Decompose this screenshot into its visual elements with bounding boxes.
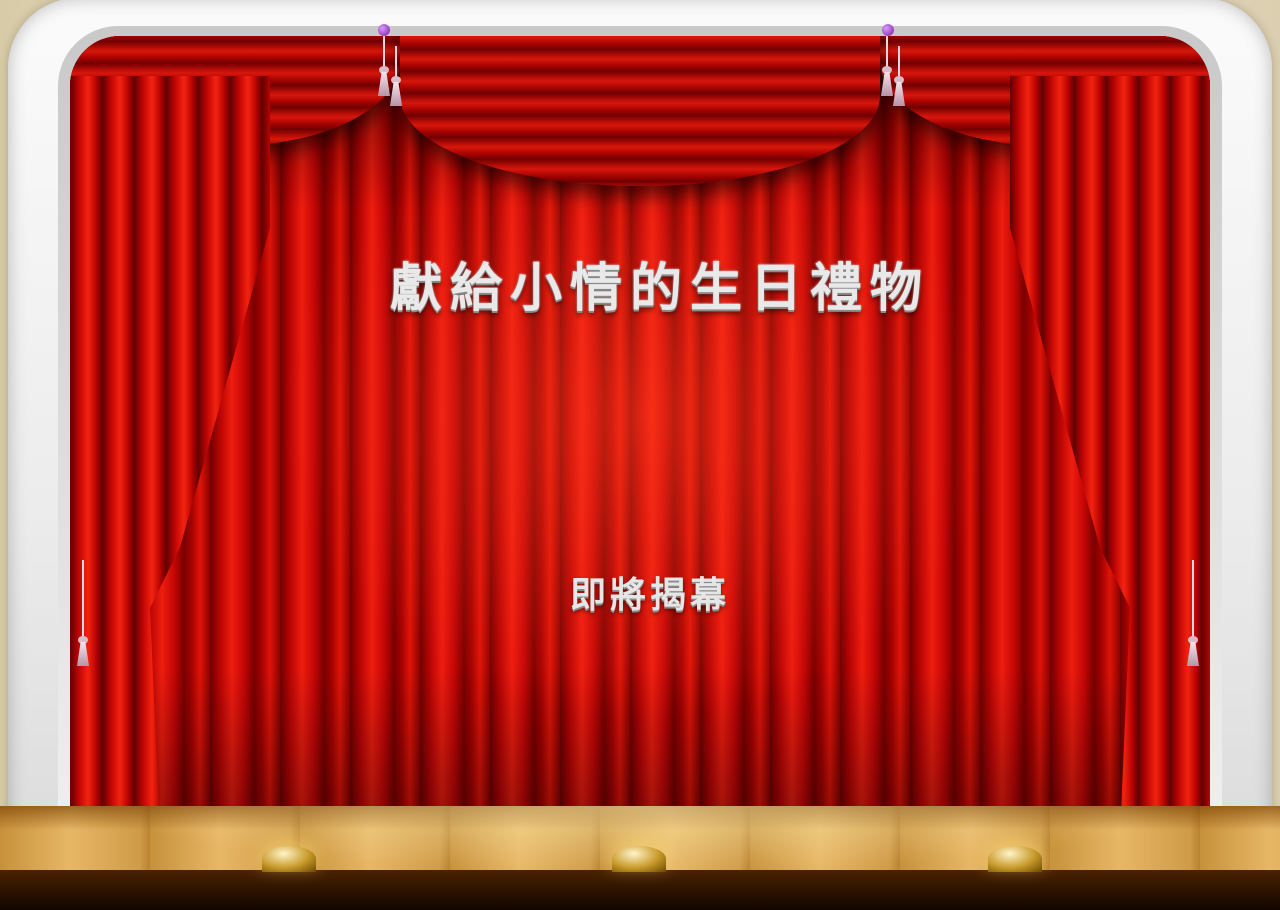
valance-center — [400, 36, 880, 186]
finial-icon — [882, 24, 894, 36]
tassel-icon — [892, 46, 906, 106]
stage-opening — [70, 36, 1210, 826]
footlight-icon — [988, 846, 1042, 872]
tieback-tassel-right-icon — [1186, 560, 1200, 670]
page-subtitle: 即將揭幕 — [569, 574, 730, 616]
tassel-icon — [377, 36, 391, 96]
stage-floor-edge — [0, 870, 1280, 910]
page-title: 獻給小情的生日禮物 — [389, 258, 930, 319]
footlight-icon — [612, 846, 666, 872]
finial-icon — [378, 24, 390, 36]
tassel-icon — [389, 46, 403, 106]
tassel-icon — [880, 36, 894, 96]
tieback-tassel-left-icon — [76, 560, 90, 670]
footlight-icon — [262, 846, 316, 872]
